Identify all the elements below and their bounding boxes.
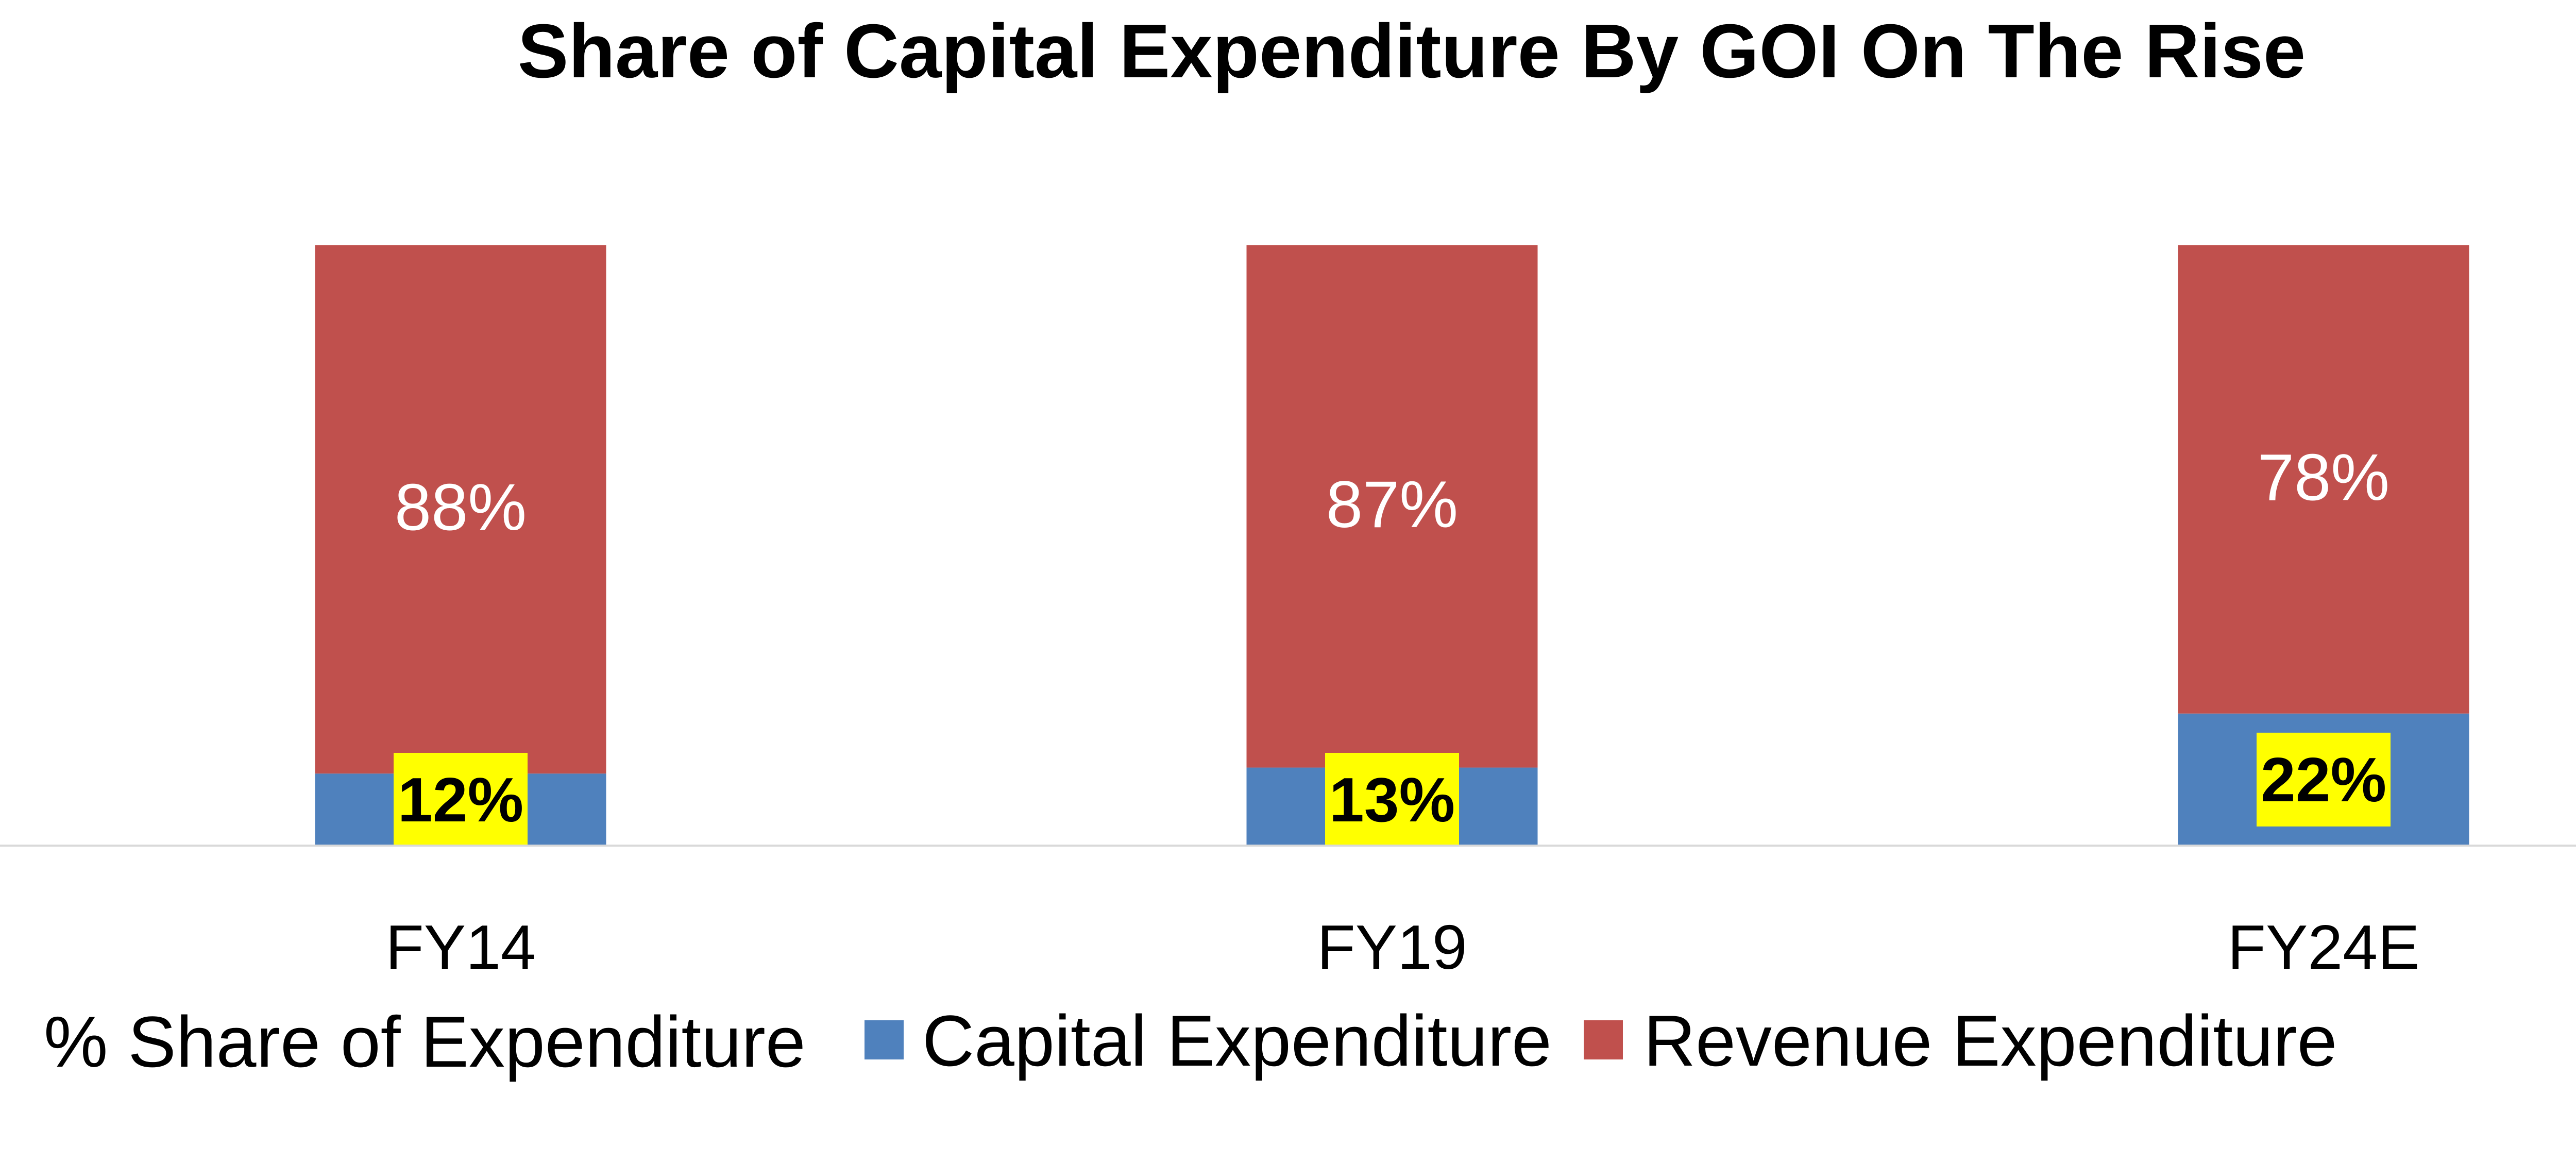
category-label-fy14: FY14: [385, 912, 536, 982]
category-label-fy24e: FY24E: [2228, 912, 2420, 982]
legend: % Share of Expenditure Capital Expenditu…: [44, 1000, 2337, 1082]
data-label-capital-fy14: 12%: [398, 765, 523, 835]
category-label-fy19: FY19: [1317, 912, 1467, 982]
data-label-revenue-fy14: 88%: [395, 471, 527, 545]
data-label-capital-fy19: 13%: [1329, 765, 1455, 835]
legend-label-capital: Capital Expenditure: [922, 1000, 1552, 1081]
bar-revenue-fy19: [1246, 245, 1538, 768]
data-label-highlight-fy24e: [2257, 732, 2391, 827]
data-label-capital-fy24e: 22%: [2261, 745, 2386, 815]
bar-revenue-fy24e: [2178, 245, 2469, 714]
data-label-revenue-fy24e: 78%: [2258, 441, 2389, 514]
bar-revenue-fy14: [315, 245, 606, 774]
plot-area: 88% 12% FY14 87% 13% FY19 78% 22% FY24E: [315, 245, 2469, 982]
data-label-highlight-fy19: [1325, 753, 1459, 847]
data-label-highlight-fy14: [394, 753, 528, 847]
legend-swatch-capital: [865, 1020, 904, 1059]
legend-items: Capital Expenditure Revenue Expenditure: [865, 1000, 2337, 1081]
chart-title: Share of Capital Expenditure By GOI On T…: [518, 9, 2306, 94]
data-label-revenue-fy19: 87%: [1326, 468, 1458, 542]
legend-label-revenue: Revenue Expenditure: [1643, 1000, 2337, 1081]
legend-swatch-revenue: [1584, 1020, 1623, 1059]
legend-title: % Share of Expenditure: [44, 1001, 806, 1082]
